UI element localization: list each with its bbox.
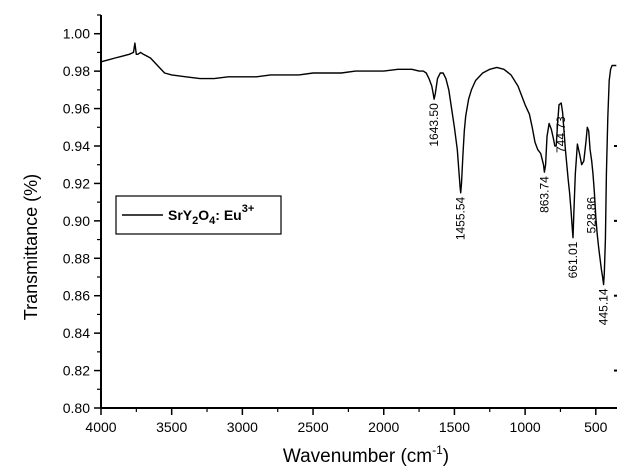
x-tick-label: 1000 xyxy=(510,419,541,435)
y-tick-label: 0.90 xyxy=(63,213,90,229)
x-axis-label-tail: ) xyxy=(443,446,449,466)
x-tick-label: 3000 xyxy=(227,419,258,435)
x-tick-label: 500 xyxy=(584,419,608,435)
y-tick-label: 0.82 xyxy=(63,363,90,379)
tick-marks xyxy=(94,14,617,415)
y-tick-label: 0.86 xyxy=(63,288,90,304)
peak-annotations: 1643.50 1455.54 863.74 744.73 661.01 528.86 44… xyxy=(427,103,610,325)
x-axis-label-sup: -1 xyxy=(432,443,443,457)
y-tick-label: 0.98 xyxy=(63,63,90,79)
peak-label: 1455.54 xyxy=(454,196,468,240)
y-tick-label: 0.94 xyxy=(63,138,90,154)
peak-label: 863.74 xyxy=(537,176,551,213)
peak-label: 445.14 xyxy=(597,288,611,325)
peak-label: 528.86 xyxy=(585,196,599,233)
y-tick-label: 0.84 xyxy=(63,325,90,341)
peak-label: 1643.50 xyxy=(427,103,441,147)
series-line xyxy=(100,42,617,286)
x-tick-label: 3500 xyxy=(156,419,187,435)
x-tick-labels: 4000 3500 3000 2500 2000 1500 1000 500 xyxy=(85,419,607,435)
x-tick-label: 4000 xyxy=(85,419,116,435)
peak-label: 744.73 xyxy=(554,116,568,153)
series-lines xyxy=(100,42,617,286)
legend: SrY2O4: Eu3+ xyxy=(115,195,282,235)
axes xyxy=(100,15,617,409)
y-axis-label: Transmittance (%) xyxy=(21,174,41,320)
y-tick-label: 0.96 xyxy=(63,101,90,117)
legend-entry: SrY2O4: Eu3+ xyxy=(168,203,254,227)
y-tick-label: 0.88 xyxy=(63,250,90,266)
x-tick-label: 2000 xyxy=(368,419,399,435)
x-tick-label: 2500 xyxy=(297,419,328,435)
x-tick-label: 1500 xyxy=(439,419,470,435)
x-axis-label: Wavenumber (cm-1) xyxy=(283,443,449,466)
y-tick-labels: 0.80 0.82 0.84 0.86 0.88 0.90 0.92 0.94 0.96 0.98… xyxy=(63,26,90,416)
x-axis-label-main: Wavenumber (cm xyxy=(283,446,432,466)
peak-label: 661.01 xyxy=(566,241,580,278)
y-tick-label: 0.80 xyxy=(63,400,90,416)
y-tick-label: 1.00 xyxy=(63,26,90,42)
y-tick-label: 0.92 xyxy=(63,175,90,191)
